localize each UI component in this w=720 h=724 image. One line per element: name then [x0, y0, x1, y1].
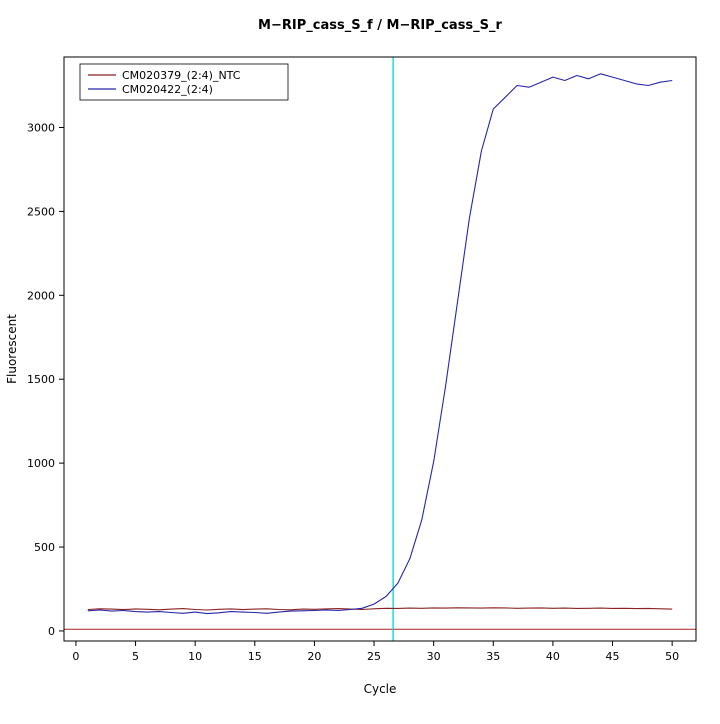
- x-tick-label: 20: [307, 650, 321, 663]
- y-axis-label: Fluorescent: [5, 314, 19, 384]
- y-tick-label: 0: [48, 625, 55, 638]
- x-tick-label: 5: [132, 650, 139, 663]
- legend-entry-label-1: CM020422_(2:4): [122, 83, 213, 96]
- chart-title: M−RIP_cass_S_f / M−RIP_cass_S_r: [258, 18, 502, 33]
- x-tick-label: 10: [188, 650, 202, 663]
- x-tick-label: 40: [546, 650, 560, 663]
- x-tick-label: 30: [427, 650, 441, 663]
- x-tick-label: 15: [248, 650, 262, 663]
- x-tick-label: 45: [606, 650, 620, 663]
- y-tick-label: 2500: [27, 205, 55, 218]
- plot-box: [63, 56, 697, 642]
- x-tick-label: 25: [367, 650, 381, 663]
- series-line-0: [87, 607, 673, 611]
- x-tick-label: 0: [72, 650, 79, 663]
- x-axis-label: Cycle: [364, 682, 397, 696]
- y-tick-label: 3000: [27, 121, 55, 134]
- x-tick-label: 50: [665, 650, 679, 663]
- series-line-1: [87, 73, 673, 615]
- y-tick-label: 1000: [27, 457, 55, 470]
- y-tick-label: 2000: [27, 289, 55, 302]
- y-tick-label: 1500: [27, 373, 55, 386]
- y-tick-label: 500: [34, 541, 55, 554]
- legend-entry-label-0: CM020379_(2:4)_NTC: [122, 69, 241, 82]
- x-tick-label: 35: [486, 650, 500, 663]
- legend-box: [79, 63, 289, 101]
